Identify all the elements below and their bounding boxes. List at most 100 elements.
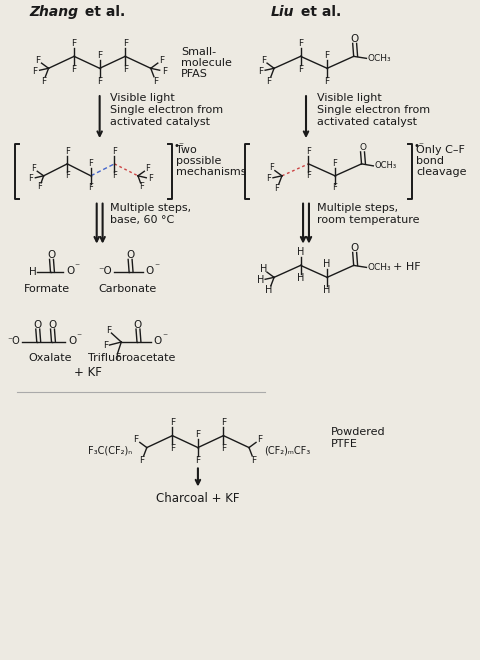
Text: F: F <box>145 164 150 174</box>
Text: H: H <box>29 267 36 277</box>
Text: Small-: Small- <box>181 48 216 57</box>
Text: PFAS: PFAS <box>181 69 208 79</box>
Text: ⁻O: ⁻O <box>8 336 21 346</box>
Text: O: O <box>154 336 162 346</box>
Text: O: O <box>68 336 76 346</box>
Text: O: O <box>145 267 154 277</box>
Text: O: O <box>134 320 142 330</box>
Text: F: F <box>261 56 266 65</box>
Text: F: F <box>31 164 36 174</box>
Text: et al.: et al. <box>80 5 125 18</box>
Text: F: F <box>170 418 175 427</box>
Text: F: F <box>133 435 139 444</box>
Text: F: F <box>28 174 33 183</box>
Text: ⁻: ⁻ <box>154 263 159 273</box>
Text: F: F <box>103 341 108 350</box>
Text: ⁻O: ⁻O <box>99 267 112 277</box>
Text: F: F <box>333 183 337 192</box>
Text: F: F <box>123 65 128 74</box>
Text: F: F <box>140 182 144 191</box>
Text: F: F <box>41 77 46 86</box>
Text: Zhang: Zhang <box>29 5 78 18</box>
Text: room temperature: room temperature <box>317 214 420 224</box>
Text: •⁻: •⁻ <box>413 141 424 151</box>
Text: + KF: + KF <box>74 366 102 379</box>
Text: OCH₃: OCH₃ <box>367 54 391 63</box>
Text: OCH₃: OCH₃ <box>374 161 396 170</box>
Text: F: F <box>65 172 70 180</box>
Text: H: H <box>297 248 304 257</box>
Text: H: H <box>297 273 304 283</box>
Text: ⁻: ⁻ <box>76 332 82 342</box>
Text: O: O <box>350 244 359 253</box>
Text: F: F <box>221 444 226 453</box>
Text: Liu: Liu <box>271 5 294 18</box>
Text: F: F <box>32 67 37 76</box>
Text: Visible light: Visible light <box>317 93 382 103</box>
Text: F: F <box>195 430 201 439</box>
Text: F: F <box>333 159 337 168</box>
Text: O: O <box>34 320 42 330</box>
Text: F: F <box>97 51 102 60</box>
Text: F₃C(CF₂)ₙ: F₃C(CF₂)ₙ <box>88 446 132 455</box>
Text: H: H <box>324 259 331 269</box>
Text: F: F <box>106 325 111 335</box>
Text: F: F <box>257 435 263 444</box>
Text: F: F <box>195 456 201 465</box>
Text: ⁻: ⁻ <box>162 332 167 342</box>
Text: F: F <box>266 174 271 183</box>
Text: F: F <box>266 77 272 86</box>
Text: F: F <box>35 56 40 65</box>
Text: F: F <box>324 77 330 86</box>
Text: ⁻: ⁻ <box>74 263 80 273</box>
Text: F: F <box>148 174 153 183</box>
Text: F: F <box>97 77 102 86</box>
Text: F: F <box>162 67 167 76</box>
Text: F: F <box>306 172 311 180</box>
Text: + HF: + HF <box>393 263 420 273</box>
Text: F: F <box>221 418 226 427</box>
Text: Two: Two <box>176 145 197 155</box>
Text: •⁻: •⁻ <box>173 141 184 151</box>
Text: Powdered: Powdered <box>331 426 385 437</box>
Text: base, 60 °C: base, 60 °C <box>110 214 175 224</box>
Text: Only C–F: Only C–F <box>416 145 465 155</box>
Text: F: F <box>72 65 77 74</box>
Text: F: F <box>112 147 117 156</box>
Text: H: H <box>324 285 331 295</box>
Text: (CF₂)ₘCF₃: (CF₂)ₘCF₃ <box>264 446 310 455</box>
Text: F: F <box>88 183 93 192</box>
Text: O: O <box>359 143 366 152</box>
Text: activated catalyst: activated catalyst <box>317 117 417 127</box>
Text: F: F <box>269 164 274 172</box>
Text: cleavage: cleavage <box>416 167 467 177</box>
Text: Carbonate: Carbonate <box>98 284 156 294</box>
Text: Formate: Formate <box>24 284 70 294</box>
Text: F: F <box>170 444 175 453</box>
Text: activated catalyst: activated catalyst <box>110 117 210 127</box>
Text: molecule: molecule <box>181 58 232 69</box>
Text: F: F <box>324 51 330 60</box>
Text: O: O <box>350 34 359 44</box>
Text: Multiple steps,: Multiple steps, <box>317 203 398 213</box>
Text: Visible light: Visible light <box>110 93 175 103</box>
Text: F: F <box>258 67 263 76</box>
Text: F: F <box>139 456 144 465</box>
Text: F: F <box>65 147 70 156</box>
Text: F: F <box>153 77 158 86</box>
Text: O: O <box>48 320 57 330</box>
Text: F: F <box>252 456 256 465</box>
Text: O: O <box>126 250 134 261</box>
Text: mechanisms: mechanisms <box>176 167 247 177</box>
Text: F: F <box>298 65 303 74</box>
Text: Trifluoroacetate: Trifluoroacetate <box>88 353 176 363</box>
Text: F: F <box>298 39 303 48</box>
Text: F: F <box>88 159 93 168</box>
Text: Multiple steps,: Multiple steps, <box>110 203 192 213</box>
Text: F: F <box>159 56 164 65</box>
Text: O: O <box>66 267 74 277</box>
Text: H: H <box>265 285 273 295</box>
Text: O: O <box>48 250 56 261</box>
Text: Single electron from: Single electron from <box>110 105 224 115</box>
Text: bond: bond <box>416 156 444 166</box>
